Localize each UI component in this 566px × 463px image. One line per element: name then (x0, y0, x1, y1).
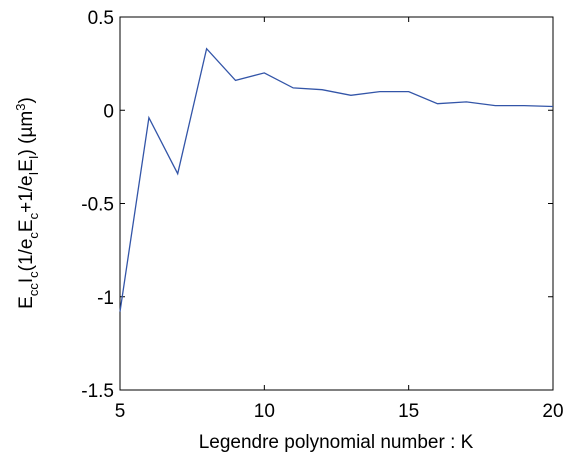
y-axis-label-part: cc (26, 283, 41, 297)
y-axis-label-part: 3 (13, 104, 28, 111)
x-tick-label: 5 (115, 401, 126, 422)
y-tick-label: 0.5 (88, 8, 114, 29)
y-axis-label-part: I (26, 172, 41, 176)
y-axis-label-part: E (16, 159, 37, 172)
y-axis-label-part: ) (µm (16, 111, 37, 156)
y-axis-label-part: I (16, 278, 37, 283)
x-axis-label: Legendre polynomial number : K (199, 432, 474, 453)
y-axis-label-part: c (26, 212, 41, 219)
series-line (119, 47, 554, 312)
y-tick-label: -1 (97, 288, 114, 309)
y-tick-label: 0 (103, 101, 114, 122)
y-tick-label: -0.5 (81, 195, 114, 216)
y-axis-label-part: E (16, 219, 37, 232)
x-axis-ticks: 5 10 15 20 (115, 17, 564, 422)
series-group (119, 47, 554, 312)
y-axis-label-part: I (26, 155, 41, 159)
y-axis-label-part: E (16, 296, 37, 309)
y-axis-label-part: ) (16, 97, 37, 103)
y-tick-label: -1.5 (81, 381, 114, 402)
x-tick-label: 15 (398, 401, 419, 422)
x-tick-label: 10 (254, 401, 275, 422)
y-axis-label-part: (1/e (16, 239, 37, 272)
y-axis-label-part: +1/e (16, 175, 37, 213)
x-tick-label: 20 (542, 401, 563, 422)
y-axis-label-part: c (26, 271, 41, 278)
y-axis-label-part: c (26, 232, 41, 239)
y-axis-label: EccIc(1/ecEc+1/eIEI) (µm3) (13, 97, 41, 309)
y-axis-ticks: -1.5 -1 -0.5 0 0.5 (81, 8, 553, 402)
plot-area (119, 16, 554, 391)
